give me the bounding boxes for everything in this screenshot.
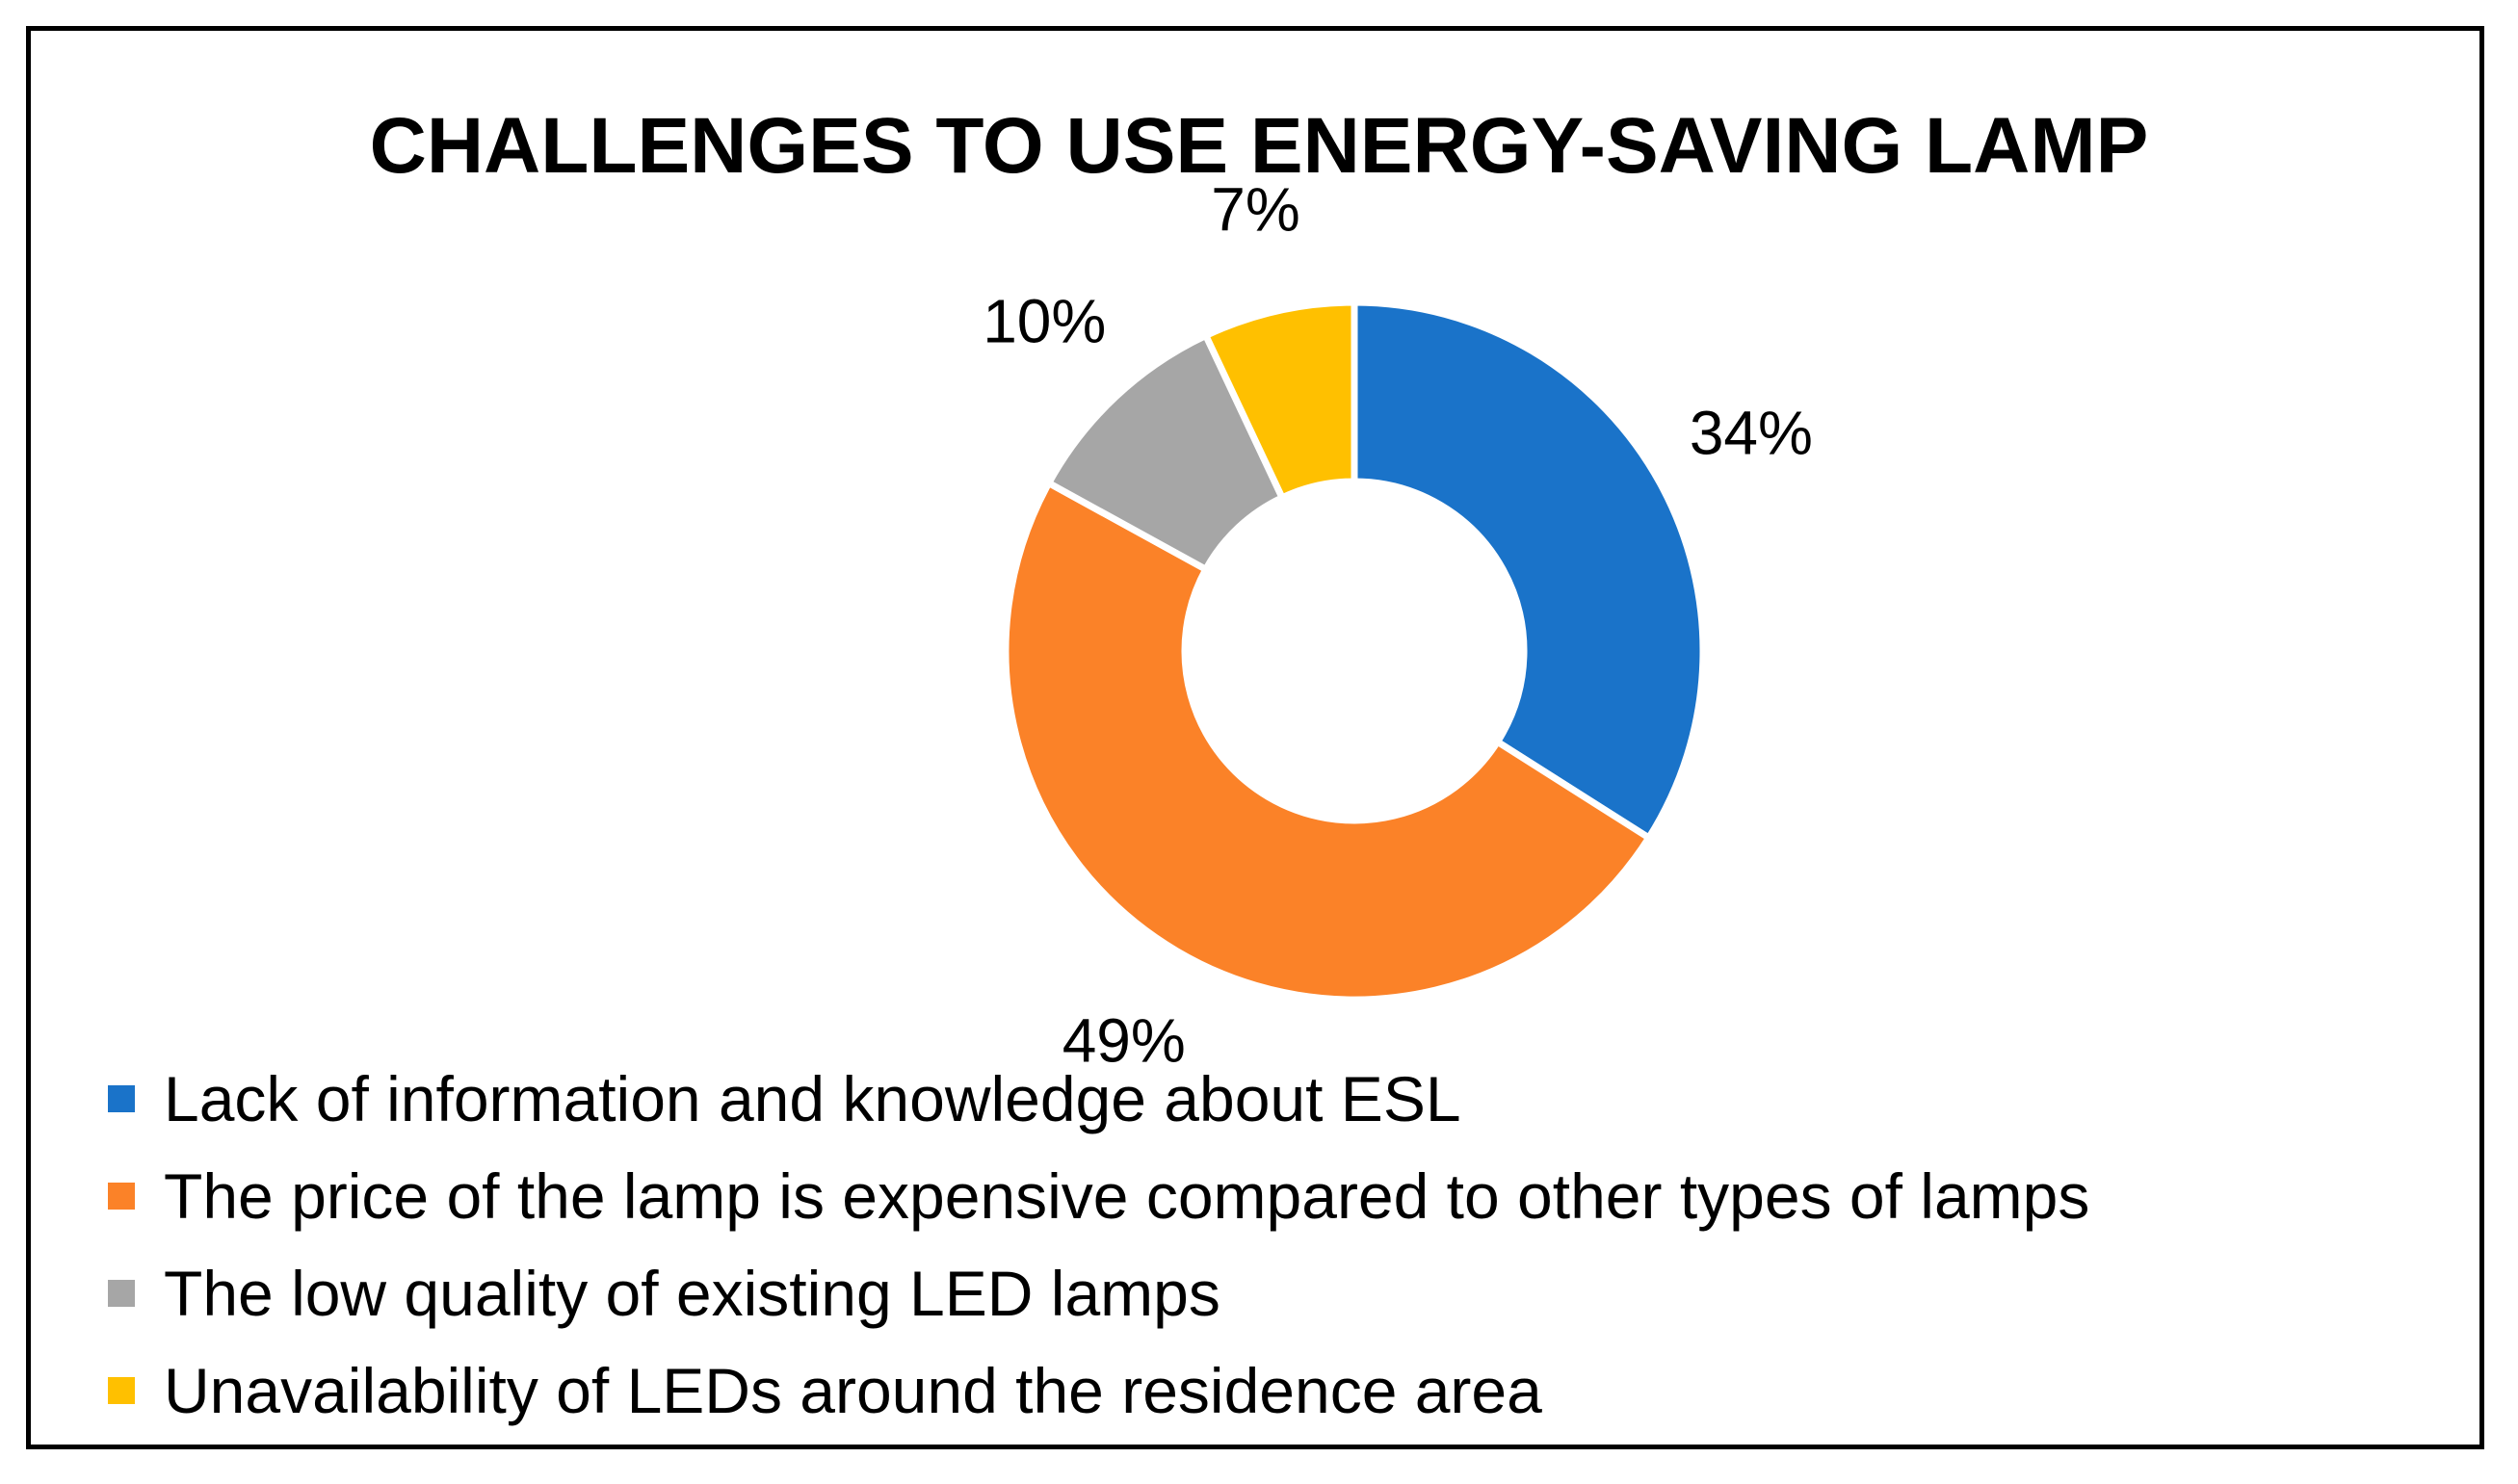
donut-slice-unavailability-of-leds-around-the-reside (1201, 299, 1358, 503)
legend-swatch (108, 1182, 135, 1210)
legend-item: The price of the lamp is expensive compa… (108, 1147, 2089, 1244)
donut-slice-the-price-of-the-lamp-is-expensive-compa (1002, 478, 1654, 1003)
donut-slice-lack-of-information-and-knowledge-about- (1351, 299, 1707, 843)
legend-item: Unavailability of LEDs around the reside… (108, 1341, 2089, 1439)
legend-label: The low quality of existing LED lamps (164, 1257, 1220, 1329)
legend-swatch (108, 1376, 135, 1404)
legend-label: Unavailability of LEDs around the reside… (164, 1354, 1542, 1426)
legend-item: The low quality of existing LED lamps (108, 1244, 2089, 1341)
chart-legend: Lack of information and knowledge about … (108, 1050, 2089, 1439)
legend-label: The price of the lamp is expensive compa… (164, 1159, 2090, 1232)
legend-swatch (108, 1084, 135, 1112)
data-label-1: 34% (1690, 399, 1813, 468)
legend-label: Lack of information and knowledge about … (164, 1062, 1461, 1134)
chart-title: CHALLENGES TO USE ENERGY-SAVING LAMP (369, 102, 2149, 190)
data-label-4: 7% (1211, 174, 1300, 244)
data-label-3: 10% (983, 286, 1106, 355)
data-label-2: 49% (1062, 1006, 1186, 1076)
legend-item: Lack of information and knowledge about … (108, 1050, 2089, 1147)
chart-frame (26, 26, 2484, 1449)
legend-swatch (108, 1279, 135, 1307)
